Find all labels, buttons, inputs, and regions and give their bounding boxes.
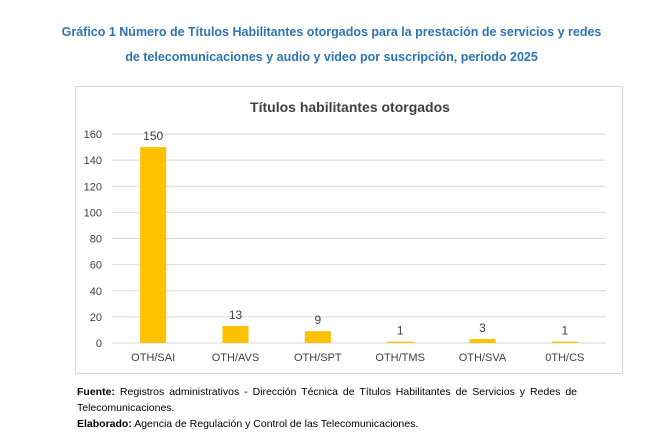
figure-caption-line-2: de telecomunicaciones y audio y video po…	[125, 50, 538, 64]
x-tick-label: OTH/TMS	[375, 352, 425, 364]
data-label: 3	[479, 321, 486, 335]
elaborated-note: Elaborado: Agencia de Regulación y Contr…	[77, 416, 577, 432]
source-text: Registros administrativos - Dirección Té…	[77, 386, 577, 414]
x-tick-label: OTH/AVS	[212, 352, 259, 364]
data-label: 1	[561, 324, 568, 338]
elaborated-text: Agencia de Regulación y Control de las T…	[134, 418, 419, 430]
y-tick-label: 80	[90, 234, 102, 246]
data-label: 13	[229, 308, 243, 322]
figure-caption-line-1: Gráfico 1 Número de Títulos Habilitantes…	[61, 25, 602, 39]
data-label: 9	[314, 313, 321, 327]
chart-container: Títulos habilitantes otorgados 0 20 40 60 80 1…	[75, 86, 623, 374]
bar	[469, 339, 496, 343]
y-tick-label: 100	[84, 207, 102, 219]
x-tick-label: OTH/SPT	[294, 352, 342, 364]
y-tick-label: 0	[96, 338, 102, 350]
y-tick-label: 120	[84, 181, 102, 193]
chart-title: Títulos habilitantes otorgados	[250, 99, 450, 115]
data-label: 1	[397, 324, 404, 338]
elaborated-label: Elaborado:	[77, 418, 132, 430]
y-tick-label: 140	[84, 155, 102, 167]
bar	[222, 326, 249, 343]
x-tick-label: OTH/SVA	[459, 352, 507, 364]
bar	[551, 341, 578, 343]
source-note: Fuente: Registros administrativos - Dire…	[77, 384, 577, 416]
bar-chart: Títulos habilitantes otorgados 0 20 40 60 80 1…	[84, 99, 606, 364]
x-tick-label: 0TH/CS	[545, 352, 584, 364]
source-label: Fuente:	[77, 386, 115, 398]
x-tick-label: OTH/SAI	[131, 352, 175, 364]
data-label: 150	[143, 129, 163, 143]
y-tick-label: 160	[84, 129, 102, 141]
bar	[387, 341, 414, 343]
bar	[304, 331, 331, 343]
bar	[140, 147, 167, 343]
y-tick-label: 40	[90, 286, 102, 298]
y-tick-label: 20	[90, 312, 102, 324]
y-tick-label: 60	[90, 260, 102, 272]
